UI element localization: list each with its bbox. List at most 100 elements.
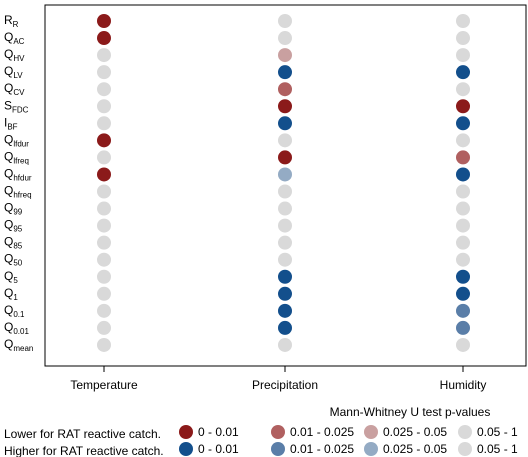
dot-q-95-precipitation	[278, 218, 292, 233]
y-tick-label-r-r: RR	[4, 13, 19, 29]
dot-q-50-temperature	[97, 252, 111, 267]
dot-i-bf-temperature	[97, 116, 111, 131]
dot-q-0-01-temperature	[97, 320, 111, 335]
y-tick-label-q-50: Q50	[4, 252, 23, 268]
dot-q-ac-temperature	[97, 31, 111, 46]
y-tick-label-q-ac: QAC	[4, 30, 25, 46]
y-tick-label-q-hv: QHV	[4, 47, 25, 63]
dot-q-lfreq-humidity	[456, 150, 470, 165]
dot-q-5-humidity	[456, 269, 470, 284]
dot-q-cv-precipitation	[278, 82, 292, 97]
y-tick-label-q-1: Q1	[4, 286, 18, 302]
dot-q-lv-precipitation	[278, 65, 292, 80]
dot-q-95-temperature	[97, 218, 111, 233]
legend-row-higher-label: Higher for RAT reactive catch.	[4, 444, 164, 457]
dot-q-hfreq-precipitation	[278, 184, 292, 199]
y-tick-label-q-hfreq: Qhfreq	[4, 184, 32, 200]
dot-q-hfdur-humidity	[456, 167, 470, 182]
dot-q-mean-temperature	[97, 337, 111, 352]
legend-swatch-ns-higher	[458, 442, 472, 456]
dot-i-bf-precipitation	[278, 116, 292, 131]
dot-r-r-humidity	[456, 14, 470, 28]
dot-q-50-precipitation	[278, 252, 292, 267]
dot-q-ac-humidity	[456, 31, 470, 46]
y-tick-label-q-cv: QCV	[4, 81, 25, 97]
legend-swatch-hi1-higher	[179, 442, 193, 456]
dot-q-cv-humidity	[456, 82, 470, 97]
dot-q-5-temperature	[97, 269, 111, 284]
legend-swatch-hi2-higher	[271, 442, 285, 456]
dot-q-lv-humidity	[456, 65, 470, 80]
y-tick-label-s-fdc: SFDC	[4, 98, 29, 114]
y-tick-label-q-85: Q85	[4, 235, 23, 251]
dot-q-0-1-humidity	[456, 303, 470, 318]
dot-i-bf-humidity	[456, 116, 470, 131]
data-points	[97, 14, 470, 352]
legend-swatch-hi3-higher	[364, 442, 378, 456]
dot-q-lfreq-precipitation	[278, 150, 292, 165]
dot-q-lv-temperature	[97, 65, 111, 80]
dot-s-fdc-precipitation	[278, 99, 292, 114]
dot-q-50-humidity	[456, 252, 470, 267]
dot-q-mean-humidity	[456, 337, 470, 352]
dot-q-hfdur-precipitation	[278, 167, 292, 182]
legend-label-lo1-lower: 0 - 0.01	[198, 425, 239, 439]
y-tick-label-i-bf: IBF	[4, 115, 18, 131]
x-tick-label-temperature: Temperature	[70, 378, 138, 392]
y-tick-label-q-0-1: Q0.1	[4, 303, 25, 319]
legend: Mann-Whitney U test p-values Lower for R…	[4, 405, 518, 457]
legend-title: Mann-Whitney U test p-values	[330, 405, 491, 419]
y-tick-label-q-0-01: Q0.01	[4, 320, 29, 336]
dot-q-lfdur-humidity	[456, 133, 470, 148]
legend-label-hi2-higher: 0.01 - 0.025	[290, 442, 354, 456]
dot-q-0-01-precipitation	[278, 320, 292, 335]
dot-q-99-temperature	[97, 201, 111, 216]
y-tick-label-q-lv: QLV	[4, 64, 23, 80]
y-tick-label-q-5: Q5	[4, 269, 18, 285]
y-tick-label-q-95: Q95	[4, 218, 23, 234]
x-tick-label-precipitation: Precipitation	[252, 378, 318, 392]
dot-s-fdc-temperature	[97, 99, 111, 114]
dot-q-lfdur-precipitation	[278, 133, 292, 148]
dot-s-fdc-humidity	[456, 99, 470, 114]
dot-q-85-precipitation	[278, 235, 292, 250]
dot-q-hfdur-temperature	[97, 167, 111, 182]
dot-q-99-precipitation	[278, 201, 292, 216]
dot-q-mean-precipitation	[278, 337, 292, 352]
dot-q-ac-precipitation	[278, 31, 292, 46]
x-axis: Temperature Precipitation Humidity	[70, 366, 486, 392]
dot-q-1-precipitation	[278, 286, 292, 301]
y-tick-label-q-mean: Qmean	[4, 337, 33, 353]
legend-label-ns-lower: 0.05 - 1	[477, 425, 518, 439]
x-tick-label-humidity: Humidity	[440, 378, 487, 392]
legend-row-lower-label: Lower for RAT reactive catch.	[4, 427, 161, 441]
y-tick-label-q-99: Q99	[4, 201, 23, 217]
dot-q-hfreq-humidity	[456, 184, 470, 199]
legend-label-ns-higher: 0.05 - 1	[477, 442, 518, 456]
dot-q-lfreq-temperature	[97, 150, 111, 165]
dot-r-r-precipitation	[278, 14, 292, 28]
legend-swatch-lo1-lower	[179, 425, 193, 439]
dot-q-lfdur-temperature	[97, 133, 111, 148]
dot-q-0-01-humidity	[456, 320, 470, 335]
legend-label-lo3-lower: 0.025 - 0.05	[383, 425, 447, 439]
dot-q-1-humidity	[456, 286, 470, 301]
legend-swatch-lo3-lower	[364, 425, 378, 439]
legend-swatch-lo2-lower	[271, 425, 285, 439]
dot-q-hv-precipitation	[278, 48, 292, 63]
dot-q-1-temperature	[97, 286, 111, 301]
dot-q-cv-temperature	[97, 82, 111, 97]
dot-q-85-humidity	[456, 235, 470, 250]
dot-q-5-precipitation	[278, 269, 292, 284]
dot-q-hv-humidity	[456, 48, 470, 63]
dot-q-95-humidity	[456, 218, 470, 233]
legend-label-hi1-higher: 0 - 0.01	[198, 442, 239, 456]
legend-swatch-ns-lower	[458, 425, 472, 439]
y-tick-label-q-lfdur: Qlfdur	[4, 132, 29, 148]
dot-q-99-humidity	[456, 201, 470, 216]
dot-r-r-temperature	[97, 14, 111, 28]
y-tick-label-q-lfreq: Qlfreq	[4, 149, 29, 165]
